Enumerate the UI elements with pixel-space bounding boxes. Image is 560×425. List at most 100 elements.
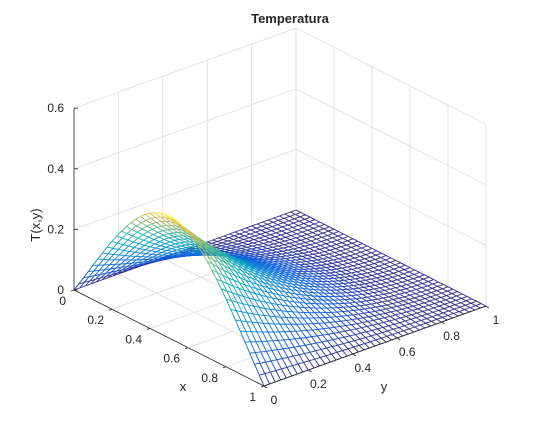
mesh-line: [359, 263, 365, 265]
mesh-line: [358, 292, 363, 295]
mesh-line: [340, 296, 345, 299]
mesh-line: [390, 260, 396, 262]
mesh-line: [141, 253, 147, 254]
mesh-line: [179, 236, 185, 239]
mesh-line: [355, 256, 361, 258]
mesh-line: [160, 240, 165, 242]
mesh-line: [332, 308, 337, 312]
mesh-line: [402, 282, 407, 284]
mesh-line: [338, 234, 344, 236]
mesh-line: [421, 320, 426, 323]
mesh-line: [340, 253, 346, 255]
mesh-line: [331, 354, 336, 360]
mesh-line: [133, 238, 138, 242]
mesh-line: [377, 251, 382, 253]
z-axis-label: T(x,y): [28, 208, 43, 241]
mesh-line: [285, 240, 291, 242]
mesh-line: [277, 360, 282, 369]
mesh-line: [279, 216, 284, 218]
mesh-line: [334, 332, 340, 333]
mesh-line: [434, 280, 439, 282]
mesh-line: [330, 322, 336, 323]
mesh-line: [448, 315, 453, 318]
mesh-line: [316, 308, 321, 313]
mesh-line: [367, 246, 372, 248]
mesh-line: [320, 357, 325, 364]
mesh-line: [364, 261, 370, 263]
mesh-line: [372, 299, 378, 300]
mesh-line: [332, 242, 337, 244]
mesh-line: [362, 294, 367, 297]
mesh-line: [351, 325, 356, 329]
mesh-line: [438, 286, 443, 288]
mesh-line: [343, 265, 348, 267]
mesh-line: [349, 258, 355, 260]
mesh-line: [331, 290, 336, 293]
mesh-line: [412, 313, 418, 315]
mesh-line: [315, 245, 321, 247]
mesh-line: [385, 258, 391, 260]
mesh-line: [328, 256, 334, 257]
mesh-line: [325, 270, 331, 271]
mesh-line: [141, 250, 146, 253]
mesh-line: [169, 238, 175, 241]
mesh-line: [151, 217, 156, 218]
mesh-line: [366, 248, 372, 250]
mesh-line: [385, 262, 391, 264]
mesh-line: [427, 290, 432, 292]
mesh-line: [362, 328, 367, 332]
mesh-line: [359, 260, 364, 262]
mesh-line: [319, 253, 324, 255]
mesh-line: [114, 249, 119, 254]
mesh-line: [311, 344, 316, 351]
mesh-line: [387, 336, 392, 340]
mesh-line: [305, 217, 311, 219]
mesh-line: [356, 275, 361, 277]
mesh-line: [365, 257, 371, 259]
mesh-line: [158, 231, 163, 233]
mesh-line: [367, 325, 373, 326]
mesh-line: [429, 277, 434, 279]
mesh-line: [400, 289, 406, 291]
mesh-line: [273, 341, 278, 350]
mesh-line: [408, 279, 414, 281]
mesh-line: [344, 303, 349, 307]
mesh-line: [262, 224, 268, 226]
mesh-line: [164, 235, 170, 238]
mesh-line: [422, 316, 427, 319]
mesh-line: [435, 302, 441, 304]
mesh-line: [333, 234, 338, 236]
mesh-line: [378, 274, 383, 276]
mesh-line: [311, 263, 317, 264]
mesh-line: [341, 247, 346, 249]
mesh-line: [305, 246, 310, 248]
mesh-line: [124, 246, 129, 250]
mesh-line: [422, 314, 428, 316]
mesh-line: [309, 359, 315, 361]
mesh-line: [378, 295, 383, 298]
mesh-line: [300, 345, 306, 346]
mesh-line: [318, 329, 324, 330]
mesh-line: [385, 287, 390, 290]
mesh-line: [313, 254, 318, 256]
mesh-line: [342, 268, 347, 270]
mesh-line: [268, 332, 273, 341]
mesh-line: [344, 280, 349, 283]
mesh-line: [283, 227, 288, 229]
mesh-line: [351, 299, 356, 302]
mesh-line: [290, 240, 295, 242]
mesh-line: [126, 223, 131, 227]
mesh-line: [139, 240, 144, 243]
mesh-line: [374, 293, 379, 296]
mesh-line: [400, 290, 405, 293]
mesh-line: [361, 333, 366, 337]
mesh-line: [294, 347, 299, 355]
mesh-line: [341, 271, 346, 273]
mesh-line: [377, 298, 383, 299]
mesh-line: [311, 303, 316, 308]
mesh-line: [166, 245, 171, 247]
mesh-line: [267, 341, 272, 350]
mesh-line: [348, 262, 354, 263]
mesh-line: [389, 320, 395, 321]
mesh-line: [362, 248, 367, 250]
